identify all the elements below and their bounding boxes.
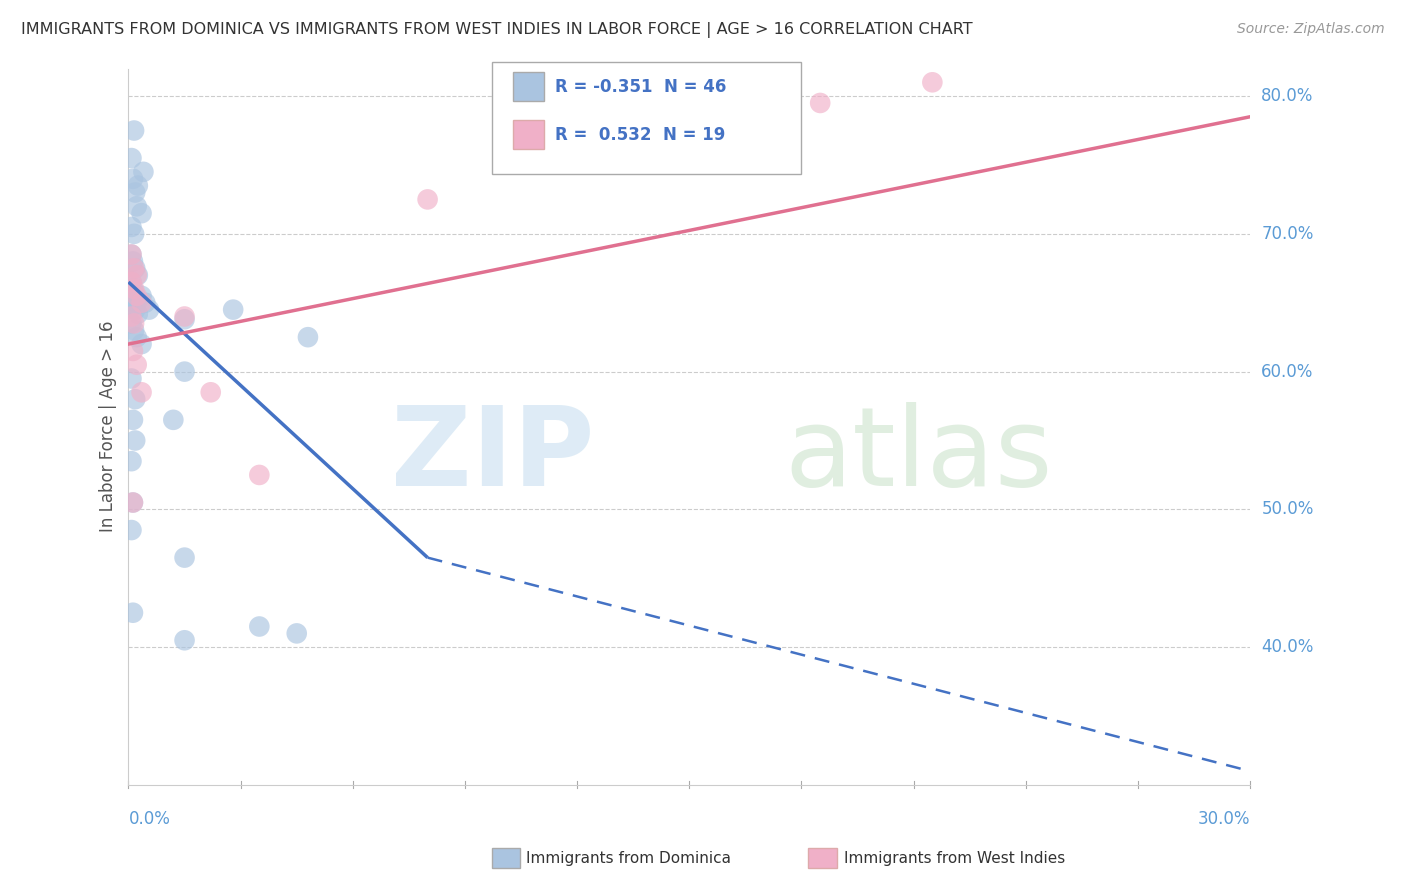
Text: atlas: atlas xyxy=(785,402,1053,509)
Point xyxy=(121,317,143,331)
Point xyxy=(121,523,143,537)
Point xyxy=(173,633,195,648)
Point xyxy=(131,337,153,351)
Point xyxy=(122,317,145,331)
Point xyxy=(122,495,145,509)
Point xyxy=(808,95,831,110)
Point xyxy=(200,385,222,400)
Point xyxy=(124,289,146,303)
Text: 0.0%: 0.0% xyxy=(128,810,170,828)
Point xyxy=(121,454,143,468)
Point xyxy=(122,323,145,337)
Point xyxy=(921,75,943,89)
Text: 70.0%: 70.0% xyxy=(1261,225,1313,243)
Point xyxy=(121,219,143,234)
Point xyxy=(134,295,156,310)
Text: Immigrants from West Indies: Immigrants from West Indies xyxy=(844,851,1064,865)
Point xyxy=(121,247,143,261)
Point xyxy=(121,275,143,289)
Text: R = -0.351  N = 46: R = -0.351 N = 46 xyxy=(555,78,727,95)
Point xyxy=(124,261,146,276)
Point xyxy=(122,282,145,296)
Point xyxy=(121,371,143,385)
Point xyxy=(131,289,153,303)
Y-axis label: In Labor Force | Age > 16: In Labor Force | Age > 16 xyxy=(100,321,117,533)
Point xyxy=(121,310,143,324)
Point xyxy=(247,619,270,633)
Text: 60.0%: 60.0% xyxy=(1261,363,1313,381)
Text: Source: ZipAtlas.com: Source: ZipAtlas.com xyxy=(1237,22,1385,37)
Text: ZIP: ZIP xyxy=(391,402,593,509)
Point xyxy=(122,495,145,509)
Point xyxy=(162,413,184,427)
Point xyxy=(127,178,149,193)
Point xyxy=(131,295,153,310)
Point xyxy=(125,330,148,344)
Text: 80.0%: 80.0% xyxy=(1261,87,1313,105)
Point xyxy=(122,227,145,241)
Point xyxy=(125,289,148,303)
Text: 50.0%: 50.0% xyxy=(1261,500,1313,518)
Point xyxy=(127,307,149,321)
Point xyxy=(121,275,143,289)
Point xyxy=(285,626,308,640)
Point xyxy=(122,261,145,276)
Point xyxy=(122,413,145,427)
Point xyxy=(124,186,146,200)
Point xyxy=(132,165,155,179)
Point xyxy=(124,392,146,407)
Point xyxy=(125,199,148,213)
Point xyxy=(416,193,439,207)
Point xyxy=(138,302,160,317)
Point xyxy=(173,312,195,326)
Point xyxy=(173,310,195,324)
Point xyxy=(122,298,145,312)
Point xyxy=(121,247,143,261)
Point xyxy=(122,123,145,137)
Text: 30.0%: 30.0% xyxy=(1198,810,1250,828)
Point xyxy=(173,550,195,565)
Point xyxy=(125,295,148,310)
Text: Immigrants from Dominica: Immigrants from Dominica xyxy=(526,851,731,865)
Point xyxy=(121,293,143,307)
Point xyxy=(131,206,153,220)
Point xyxy=(122,254,145,268)
Point xyxy=(121,151,143,165)
Point xyxy=(124,434,146,448)
Text: R =  0.532  N = 19: R = 0.532 N = 19 xyxy=(555,126,725,144)
Point xyxy=(125,358,148,372)
Text: IMMIGRANTS FROM DOMINICA VS IMMIGRANTS FROM WEST INDIES IN LABOR FORCE | AGE > 1: IMMIGRANTS FROM DOMINICA VS IMMIGRANTS F… xyxy=(21,22,973,38)
Point xyxy=(247,467,270,482)
Point xyxy=(127,268,149,282)
Point xyxy=(122,343,145,358)
Point xyxy=(124,302,146,317)
Point xyxy=(122,606,145,620)
Point xyxy=(173,365,195,379)
Point xyxy=(297,330,319,344)
Point xyxy=(222,302,245,317)
Text: 40.0%: 40.0% xyxy=(1261,638,1313,657)
Point xyxy=(125,268,148,282)
Point xyxy=(122,282,145,296)
Point xyxy=(131,385,153,400)
Point xyxy=(122,171,145,186)
